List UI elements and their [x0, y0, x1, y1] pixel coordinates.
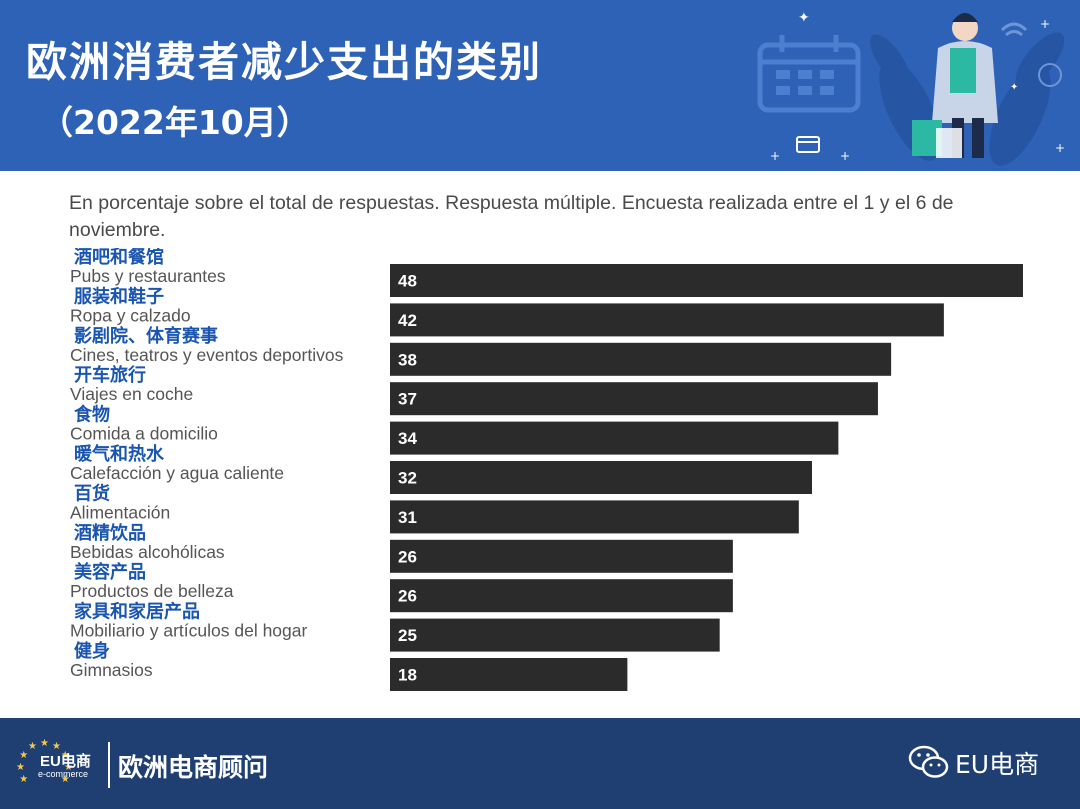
shopping-illustration: ✦ + + + + ✦	[757, 10, 1065, 166]
bar-10	[390, 618, 720, 652]
star-icon: ★	[61, 750, 70, 761]
bar-8	[390, 539, 733, 573]
bar-1	[390, 264, 1023, 297]
percent-icon	[1038, 63, 1062, 87]
category-label-zh: 食物	[73, 404, 110, 426]
logo-text: EU电商	[40, 753, 91, 770]
category-label-es: Productos de belleza	[70, 581, 234, 601]
bar-value-label: 26	[398, 547, 417, 566]
category-label-zh: 影剧院、体育赛事	[74, 325, 218, 347]
star-icon: ★	[28, 741, 37, 752]
category-label-zh: 服装和鞋子	[74, 285, 164, 307]
footer-bar: ★ ★ ★ ★ ★ ★ ★ ★ ★ EU电商 e-commerce 欧洲电商顾问 EU电商	[0, 718, 1080, 809]
wechat-account-label: EU电商	[955, 750, 1040, 779]
category-label-es: Comida a domicilio	[70, 424, 218, 444]
category-label-zh: 酒精饮品	[74, 522, 146, 544]
category-label-es: Alimentación	[70, 502, 170, 522]
svg-text:✦: ✦	[798, 10, 810, 26]
star-icon: ★	[16, 762, 25, 773]
star-icon: ★	[19, 750, 28, 761]
eu-stars-logo: ★★★★★★ ★ ★★	[16, 738, 73, 785]
category-label-es: Gimnasios	[70, 660, 153, 680]
bar-6	[390, 461, 812, 494]
star-icon: ★	[61, 774, 70, 785]
bar-value-label: 42	[398, 311, 417, 330]
bar-value-label: 48	[398, 272, 417, 291]
bar-5	[390, 421, 839, 455]
wifi-icon	[1000, 22, 1028, 37]
svg-text:+: +	[1055, 141, 1065, 155]
page-title: 欧洲消费者减少支出的类别	[26, 38, 542, 86]
star-icon: ★	[40, 738, 49, 749]
bar-3	[390, 342, 892, 376]
wechat-icon	[908, 745, 949, 778]
star-icon: ★	[64, 762, 73, 773]
star-icon: ★	[19, 774, 28, 785]
svg-text:✦: ✦	[1010, 82, 1018, 93]
bar-value-label: 34	[398, 429, 417, 448]
category-label-zh: 百货	[74, 482, 110, 504]
bar-value-label: 31	[398, 508, 417, 527]
bar-11	[390, 658, 628, 691]
star-icon: ★	[52, 741, 61, 752]
category-label-zh: 开车旅行	[74, 364, 146, 386]
bar-value-label: 18	[398, 666, 417, 685]
bar-2	[390, 303, 944, 337]
category-label-es: Mobiliario y artículos del hogar	[70, 621, 308, 641]
footer-divider	[108, 742, 110, 788]
category-label-zh: 酒吧和餐馆	[74, 248, 164, 268]
category-label-es: Ropa y calzado	[70, 305, 191, 325]
bar-value-label: 25	[398, 626, 417, 645]
sparkle-icons: ✦ + + + + ✦	[770, 10, 1065, 163]
page-subtitle: （2022年10月）	[40, 103, 310, 142]
category-label-es: Bebidas alcohólicas	[70, 542, 225, 562]
card-icon	[796, 136, 820, 153]
category-label-zh: 美容产品	[74, 561, 146, 583]
category-label-es: Viajes en coche	[70, 384, 193, 404]
calendar-grid	[776, 70, 834, 95]
bar-value-label: 26	[398, 587, 417, 606]
bar-4	[390, 382, 878, 416]
brand-name: 欧洲电商顾问	[118, 753, 269, 782]
chart-note: En porcentaje sobre el total de respuest…	[69, 192, 954, 241]
bar-value-label: 37	[398, 390, 417, 409]
shopper-figure	[912, 13, 998, 158]
bar-9	[390, 579, 733, 613]
category-label-zh: 健身	[74, 640, 110, 662]
calendar-icon	[757, 35, 861, 113]
header-banner: 欧洲消费者减少支出的类别 （2022年10月）	[0, 0, 1080, 171]
bar-value-label: 38	[398, 350, 417, 369]
svg-text:+: +	[770, 149, 780, 163]
bar-value-label: 32	[398, 469, 417, 488]
svg-text:+: +	[840, 149, 850, 163]
bar-7	[390, 500, 799, 534]
category-label-es: Cines, teatros y eventos deportivos	[70, 345, 344, 365]
svg-text:+: +	[1040, 17, 1050, 31]
category-label-es: Pubs y restaurantes	[70, 266, 226, 286]
logo-subtext: e-commerce	[38, 769, 89, 779]
category-label-es: Calefacción y agua caliente	[70, 463, 284, 483]
category-label-zh: 暖气和热水	[74, 443, 165, 465]
category-label-zh: 家具和家居产品	[74, 601, 200, 623]
